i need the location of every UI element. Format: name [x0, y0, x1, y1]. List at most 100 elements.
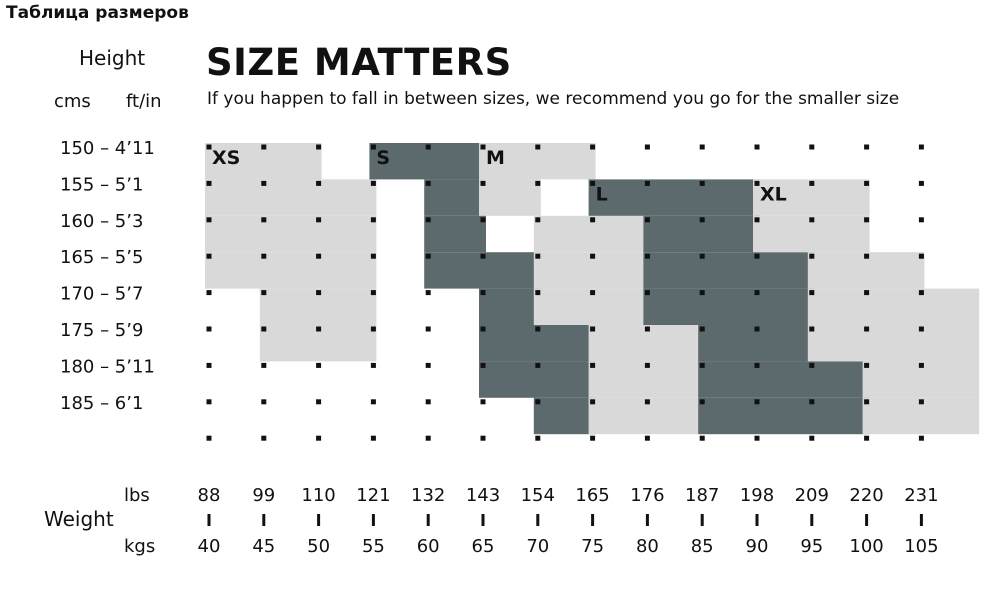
grid-dot — [864, 362, 870, 368]
grid-dot — [206, 217, 212, 223]
kgs-tick-label: 85 — [691, 536, 714, 557]
height-tick-label: 170 – 5’7 — [60, 284, 143, 305]
grid-dot — [316, 326, 322, 332]
ftin-unit-label: ft/in — [126, 91, 162, 112]
grid-dot — [261, 399, 267, 405]
grid-dot — [480, 180, 486, 186]
grid-dot — [590, 253, 596, 259]
kgs-tick-label: 100 — [849, 536, 883, 557]
grid-dot — [535, 180, 541, 186]
weight-axis-label: Weight — [44, 507, 114, 531]
kgs-tick-label: 75 — [581, 536, 604, 557]
grid-dot — [480, 290, 486, 296]
grid-dot — [809, 253, 815, 259]
grid-dot — [699, 362, 705, 368]
size-s-band-170 — [479, 288, 541, 325]
grid-dot — [206, 290, 212, 296]
kgs-tick-label: 40 — [198, 536, 221, 557]
kgs-tick-label: 55 — [362, 536, 385, 557]
chart-subtitle: If you happen to fall in between sizes, … — [207, 89, 900, 109]
grid-dot — [590, 290, 596, 296]
kgs-tick-label: 70 — [526, 536, 549, 557]
grid-dot — [864, 326, 870, 332]
size-regions — [205, 143, 980, 435]
kgs-tick-label: 80 — [636, 536, 659, 557]
grid-dot — [480, 326, 486, 332]
weight-tick-mark — [645, 514, 649, 526]
kgs-tick-label: 105 — [904, 536, 938, 557]
lbs-tick-label: 121 — [356, 485, 390, 506]
lbs-tick-label: 99 — [252, 485, 275, 506]
kgs-unit-label: kgs — [124, 536, 155, 557]
size-l-band-165 — [643, 252, 815, 289]
grid-dot — [261, 362, 267, 368]
size-m-band-155 — [479, 179, 541, 216]
grid-dot — [864, 180, 870, 186]
grid-dot — [206, 326, 212, 332]
size-xs-band-160 — [205, 215, 377, 253]
lbs-tick-label: 88 — [198, 485, 221, 506]
height-tick-label: 150 – 4’11 — [60, 138, 155, 159]
grid-dot — [316, 253, 322, 259]
size-label-xs: XS — [212, 147, 240, 169]
grid-dot — [425, 144, 431, 150]
grid-dots — [206, 144, 924, 441]
grid-dot — [644, 362, 650, 368]
size-s-band-160 — [424, 215, 486, 253]
grid-dot — [316, 144, 322, 150]
grid-dot — [261, 435, 267, 441]
grid-dot — [918, 326, 924, 332]
grid-dot — [370, 435, 376, 441]
grid-dot — [261, 144, 267, 150]
chart-title: SIZE MATTERS — [206, 41, 512, 84]
grid-dot — [206, 399, 212, 405]
grid-dot — [699, 144, 705, 150]
size-xs-band-165 — [205, 252, 377, 289]
grid-dot — [864, 290, 870, 296]
grid-dot — [590, 362, 596, 368]
grid-dot — [480, 399, 486, 405]
grid-dot — [864, 144, 870, 150]
grid-dot — [535, 435, 541, 441]
grid-dot — [316, 217, 322, 223]
grid-dot — [809, 399, 815, 405]
lbs-tick-label: 110 — [301, 485, 335, 506]
grid-dot — [316, 290, 322, 296]
grid-dot — [699, 290, 705, 296]
grid-dot — [644, 180, 650, 186]
grid-dot — [425, 435, 431, 441]
grid-dot — [918, 144, 924, 150]
lbs-tick-label: 231 — [904, 485, 938, 506]
grid-dot — [535, 290, 541, 296]
grid-dot — [809, 180, 815, 186]
height-tick-label: 180 – 5’11 — [60, 356, 155, 377]
grid-dot — [206, 435, 212, 441]
grid-dot — [864, 217, 870, 223]
grid-dot — [425, 362, 431, 368]
weight-tick-mark — [755, 514, 759, 526]
lbs-tick-label: 187 — [685, 485, 719, 506]
height-axis-label: Height — [79, 46, 146, 70]
lbs-tick-label: 220 — [849, 485, 883, 506]
weight-tick-mark — [591, 514, 595, 526]
grid-dot — [425, 253, 431, 259]
grid-dot — [535, 362, 541, 368]
grid-dot — [535, 253, 541, 259]
weight-tick-mark — [426, 514, 430, 526]
grid-dot — [699, 217, 705, 223]
kgs-tick-label: 90 — [746, 536, 769, 557]
grid-dot — [754, 399, 760, 405]
grid-dot — [425, 180, 431, 186]
size-label-m: M — [486, 147, 505, 169]
grid-dot — [809, 435, 815, 441]
lbs-tick-label: 176 — [630, 485, 664, 506]
grid-dot — [535, 144, 541, 150]
page-title: Таблица размеров — [6, 3, 189, 23]
grid-dot — [370, 253, 376, 259]
grid-dot — [370, 362, 376, 368]
grid-dot — [316, 362, 322, 368]
grid-dot — [425, 290, 431, 296]
grid-dot — [425, 217, 431, 223]
grid-dot — [316, 435, 322, 441]
lbs-unit-label: lbs — [124, 485, 150, 506]
